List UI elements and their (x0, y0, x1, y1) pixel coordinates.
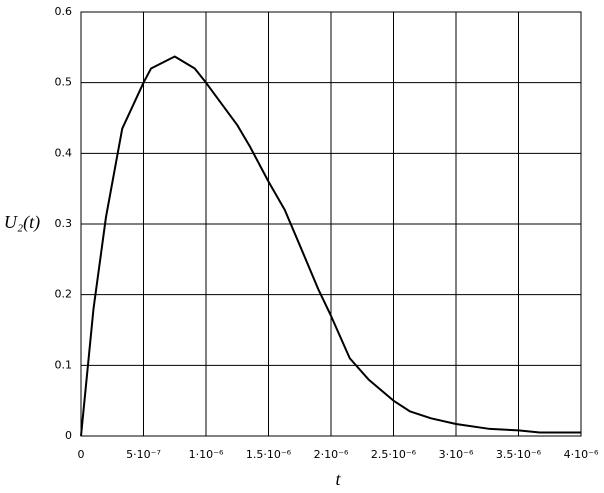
data-line (80, 55, 581, 437)
plot-frame (80, 11, 582, 437)
x-axis-label: t (335, 469, 341, 489)
y-tick-label: 0 (65, 429, 72, 442)
x-tick-label: 2.5·10⁻⁶ (371, 448, 417, 461)
y-tick-label: 0.3 (55, 217, 73, 230)
x-tick-label: 5·10⁻⁷ (126, 448, 161, 461)
y-tick-label: 0.5 (55, 76, 73, 89)
x-tick-label: 3·10⁻⁶ (439, 448, 474, 461)
y-tick-label: 0.2 (55, 288, 73, 301)
y-axis-label: U₂(t) (4, 212, 40, 233)
y-tick-label: 0.4 (55, 146, 73, 159)
x-tick-label: 0 (78, 448, 85, 461)
x-tick-label: 2·10⁻⁶ (314, 448, 349, 461)
x-tick-label: 1·10⁻⁶ (189, 448, 224, 461)
x-tick-label: 1.5·10⁻⁶ (246, 448, 292, 461)
y-tick-label: 0.6 (55, 5, 73, 18)
x-tick-label: 4·10⁻⁶ (564, 448, 599, 461)
y-tick-label: 0.1 (55, 358, 73, 371)
x-tick-label: 3.5·10⁻⁶ (496, 448, 542, 461)
